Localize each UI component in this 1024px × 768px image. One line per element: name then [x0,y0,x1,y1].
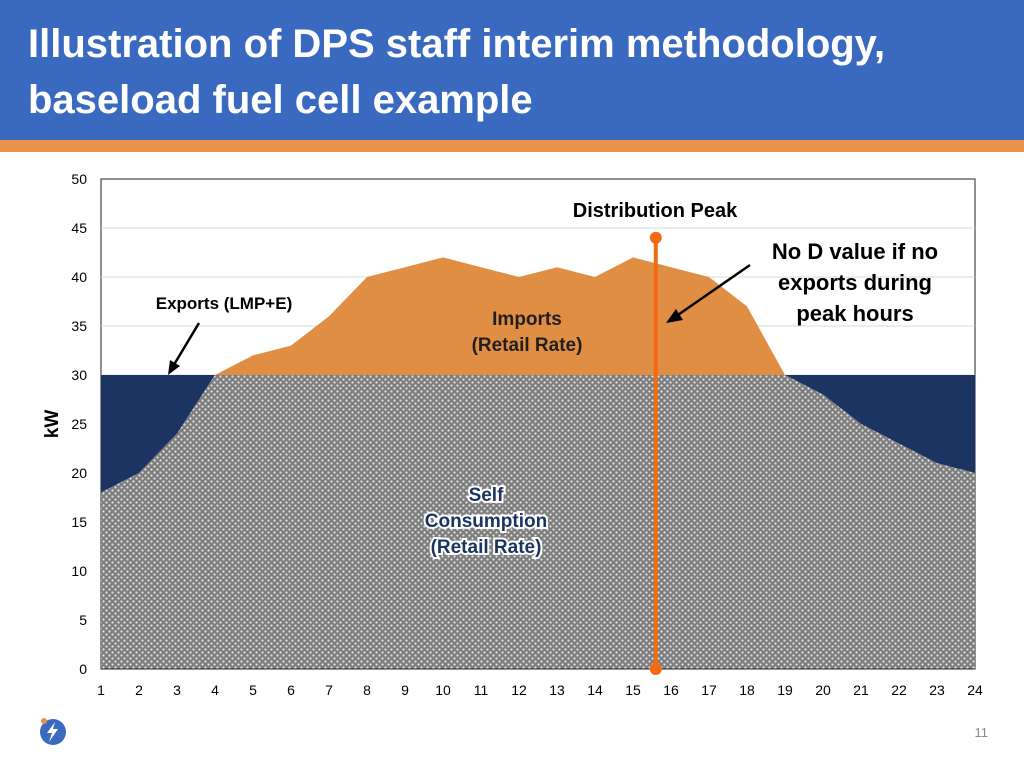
x-tick-label: 14 [587,682,603,698]
x-tick-label: 11 [474,682,489,698]
y-tick-label: 15 [71,514,87,530]
y-tick-label: 50 [71,171,87,187]
x-tick-label: 12 [511,682,527,698]
y-tick-label: 45 [71,220,87,236]
x-tick-label: 5 [249,682,257,698]
x-tick-label: 10 [435,682,451,698]
x-tick-label: 15 [625,682,641,698]
title-line-1: Illustration of DPS staff interim method… [28,22,886,66]
self-consumption-label: Self Consumption (Retail Rate) [423,483,549,560]
imports-label-line-2: (Retail Rate) [472,335,583,356]
x-tick-label: 19 [777,682,793,698]
exports-label: Exports (LMP+E) [156,294,293,313]
no-d-arrow-head [666,309,683,323]
y-axis-ticks: 0 5 10 15 20 25 30 35 40 45 50 [71,171,87,677]
imports-label-line-1: Imports [492,309,562,330]
x-tick-label: 24 [967,682,983,698]
distribution-peak-top-marker [649,231,662,244]
y-tick-label: 40 [71,269,87,285]
x-axis-ticks: 1 2 3 4 5 6 7 8 9 10 11 12 13 14 15 16 17 18 19 20 21 22 23 24 [97,682,983,698]
self-label-line-3: (Retail Rate) [431,537,542,558]
x-tick-label: 13 [549,682,565,698]
distribution-peak-label: Distribution Peak [573,200,738,222]
y-tick-label: 5 [79,612,87,628]
x-tick-label: 20 [815,682,831,698]
self-label-line-2: Consumption [425,511,547,532]
self-label-line-1: Self [469,485,505,506]
no-d-label-line-1: No D value if no [772,239,938,264]
no-d-label-line-3: peak hours [796,301,913,326]
y-tick-label: 35 [71,318,87,334]
slide-header: Illustration of DPS staff interim method… [0,0,1024,140]
slide-title: Illustration of DPS staff interim method… [28,16,1018,128]
x-tick-label: 21 [853,682,869,698]
distribution-peak-bottom-marker [649,663,662,675]
lightning-bolt-icon [40,718,66,745]
x-tick-label: 2 [135,682,143,698]
y-tick-label: 10 [71,563,87,579]
x-tick-label: 22 [891,682,907,698]
x-tick-label: 1 [97,682,105,698]
y-tick-label: 20 [71,465,87,481]
x-tick-label: 3 [173,682,181,698]
x-tick-label: 4 [211,682,219,698]
exports-area [101,375,975,493]
self-consumption-area [101,375,975,669]
y-tick-label: 30 [71,367,87,383]
no-d-arrow [674,263,751,319]
x-tick-label: 23 [929,682,945,698]
x-tick-label: 8 [363,682,371,698]
x-tick-label: 18 [739,682,755,698]
no-d-value-label: No D value if no exports during peak hou… [772,239,938,326]
y-tick-label: 25 [71,416,87,432]
x-tick-label: 17 [701,682,717,698]
x-tick-label: 7 [325,682,333,698]
page-number: 11 [974,725,989,740]
exports-arrow [170,322,201,369]
y-tick-label: 0 [79,661,87,677]
accent-bar [0,140,1024,152]
imports-area [101,257,975,375]
x-tick-label: 9 [401,682,409,698]
exports-arrow-head [168,360,180,375]
title-line-2: baseload fuel cell example [28,78,533,122]
x-tick-label: 6 [287,682,295,698]
y-axis-label: kW [42,410,63,439]
x-tick-label: 16 [663,682,679,698]
no-d-label-line-2: exports during [778,270,932,295]
